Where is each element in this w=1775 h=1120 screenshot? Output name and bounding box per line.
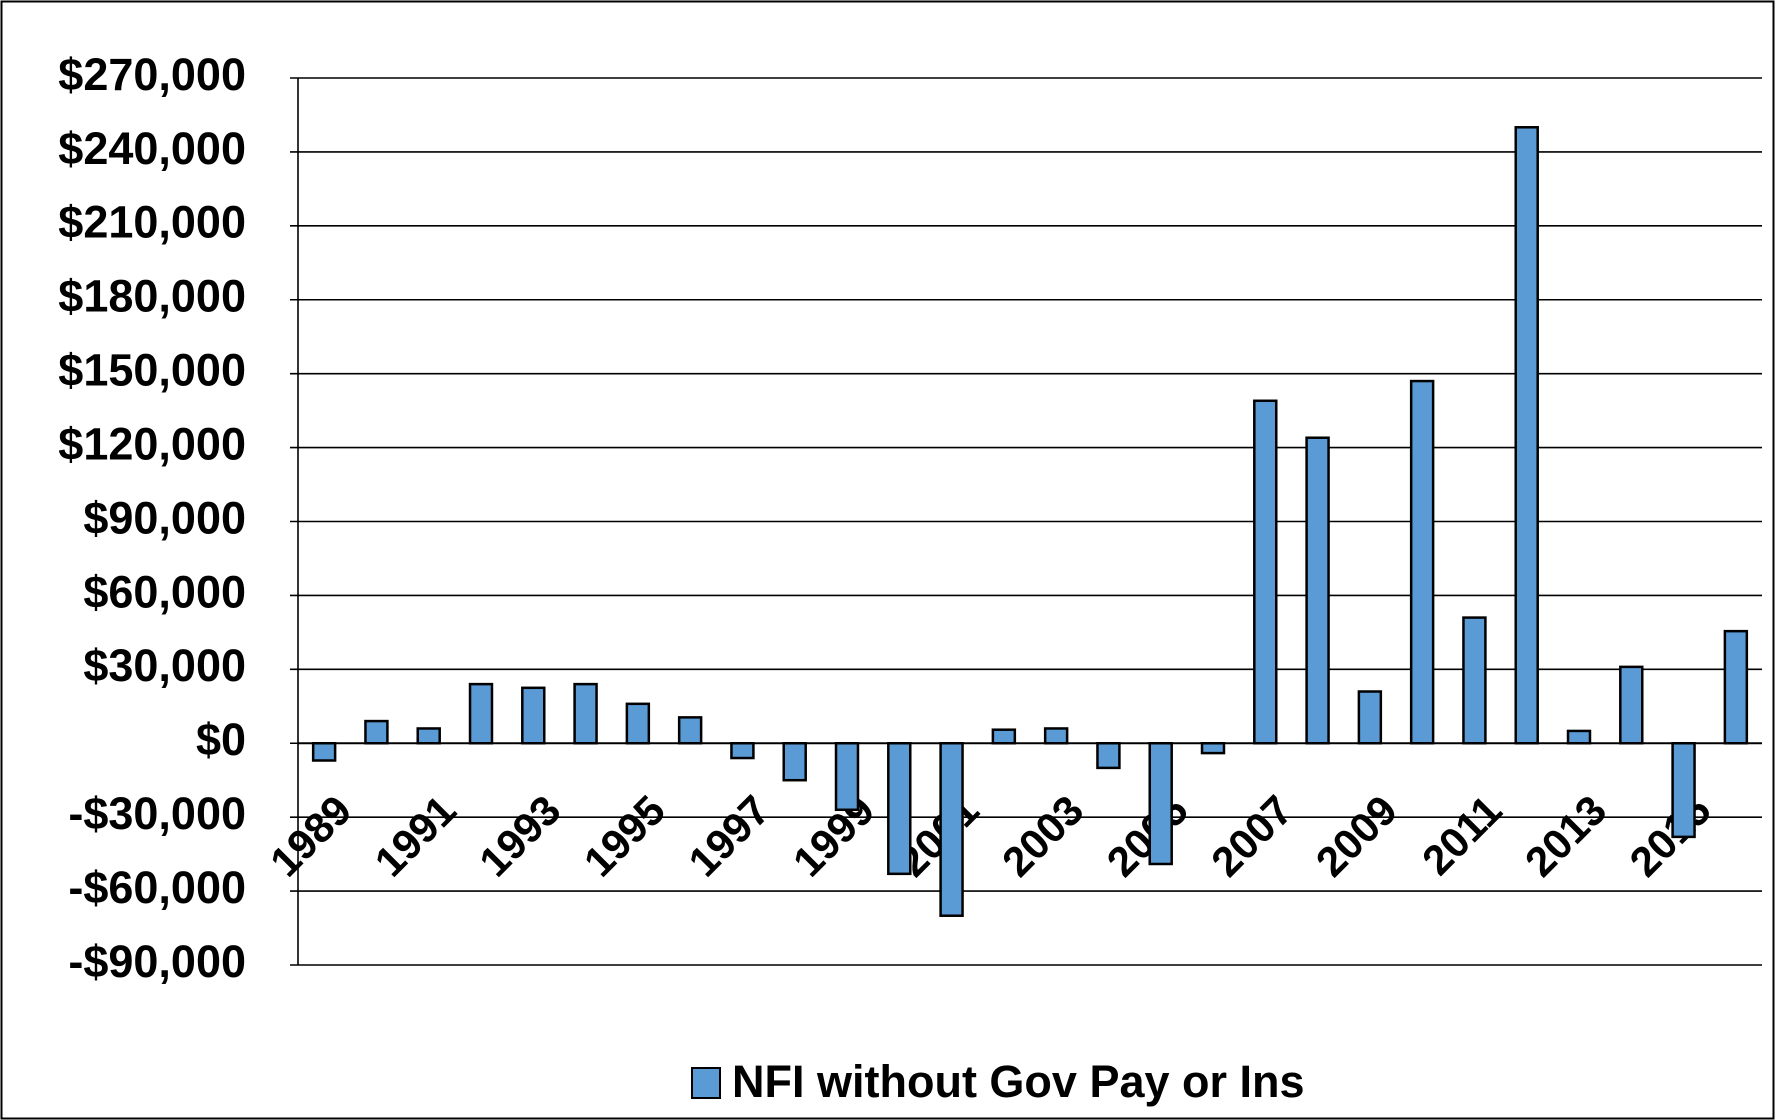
y-tick-label: $210,000 xyxy=(58,197,246,248)
bar xyxy=(573,682,598,745)
bar xyxy=(1462,616,1487,745)
x-tick-label: 1995 xyxy=(575,786,674,885)
y-tick-label: $0 xyxy=(196,714,246,765)
bar xyxy=(1148,742,1173,866)
bar xyxy=(1409,379,1435,745)
bar xyxy=(521,686,546,745)
bar xyxy=(1253,399,1278,745)
bar xyxy=(1723,629,1749,745)
bar xyxy=(416,727,441,745)
bar xyxy=(1096,742,1121,770)
bar xyxy=(782,742,807,782)
legend-label: NFI without Gov Pay or Ins xyxy=(732,1056,1305,1107)
legend-swatch xyxy=(691,1067,721,1099)
x-tick-label: 2011 xyxy=(1413,786,1511,884)
y-tick-label: $150,000 xyxy=(58,345,246,396)
bar xyxy=(1305,436,1330,745)
y-tick-label: $30,000 xyxy=(83,640,246,691)
y-tick-label: $240,000 xyxy=(58,123,246,174)
x-tick-label: 1989 xyxy=(261,786,360,885)
bar xyxy=(364,719,389,745)
x-tick-label: 1991 xyxy=(366,786,465,885)
x-tick-label: 2009 xyxy=(1307,786,1406,885)
bar xyxy=(625,702,651,745)
y-tick-label: $90,000 xyxy=(83,492,246,543)
y-tick-label: $270,000 xyxy=(58,49,246,100)
y-tick-label: -$30,000 xyxy=(68,788,246,839)
x-tick-label: 1993 xyxy=(470,786,569,885)
y-tick-label: -$60,000 xyxy=(68,862,246,913)
bar xyxy=(1200,742,1226,755)
bar xyxy=(1043,727,1069,745)
x-tick-label: 2015 xyxy=(1620,786,1719,885)
x-tick-label: 1997 xyxy=(679,786,778,885)
bar xyxy=(1357,690,1383,745)
x-tick-label: 2013 xyxy=(1516,786,1615,885)
bar xyxy=(677,716,703,745)
bar xyxy=(311,742,337,762)
y-tick-label: $60,000 xyxy=(83,566,246,617)
bar xyxy=(1514,126,1539,745)
bar xyxy=(468,682,494,745)
bar xyxy=(887,742,912,876)
x-tick-label: 2007 xyxy=(1202,786,1301,885)
y-tick-label: $180,000 xyxy=(58,271,246,322)
y-tick-label: $120,000 xyxy=(58,418,246,469)
bar xyxy=(991,728,1017,745)
bar xyxy=(1671,742,1696,839)
x-tick-label: 2005 xyxy=(1098,786,1197,885)
y-tick-label: -$90,000 xyxy=(68,936,246,987)
bar xyxy=(730,742,755,760)
x-tick-label: 1999 xyxy=(784,786,883,885)
x-tick-label: 2003 xyxy=(993,786,1092,885)
bar xyxy=(834,742,860,812)
bar xyxy=(1566,729,1592,745)
bar xyxy=(939,742,964,917)
bar xyxy=(1619,665,1644,745)
